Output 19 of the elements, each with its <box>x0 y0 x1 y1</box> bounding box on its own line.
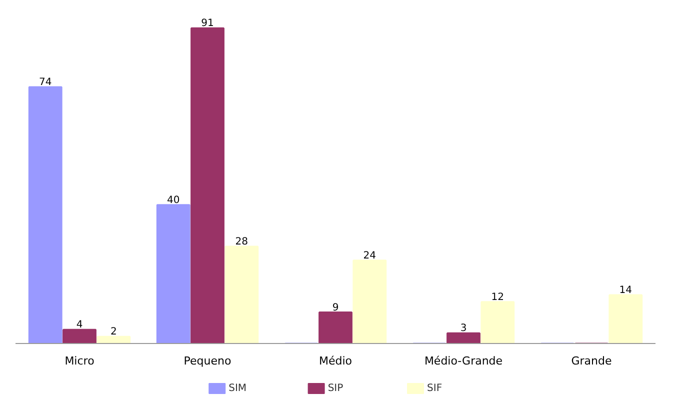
data-label: 3 <box>460 323 467 334</box>
x-tick-label: Médio-Grande <box>424 354 503 368</box>
data-label: 14 <box>619 284 632 296</box>
legend-label: SIF <box>427 383 442 394</box>
data-label: 12 <box>491 292 504 303</box>
x-tick-label: Pequeno <box>184 354 232 368</box>
data-label: 74 <box>39 77 52 88</box>
data-label: 24 <box>363 250 376 262</box>
data-label: 28 <box>235 236 248 248</box>
data-label: 9 <box>332 302 339 314</box>
legend-label: SIP <box>328 383 344 394</box>
legend-label: SIM <box>228 383 247 394</box>
x-tick-label: Micro <box>64 354 95 368</box>
data-label: 4 <box>76 320 83 331</box>
data-label: 91 <box>201 18 214 30</box>
data-label: 40 <box>167 194 180 206</box>
data-label: 2 <box>110 326 117 338</box>
x-tick-label: Grande <box>571 354 612 368</box>
x-tick-label: Médio <box>318 354 352 368</box>
